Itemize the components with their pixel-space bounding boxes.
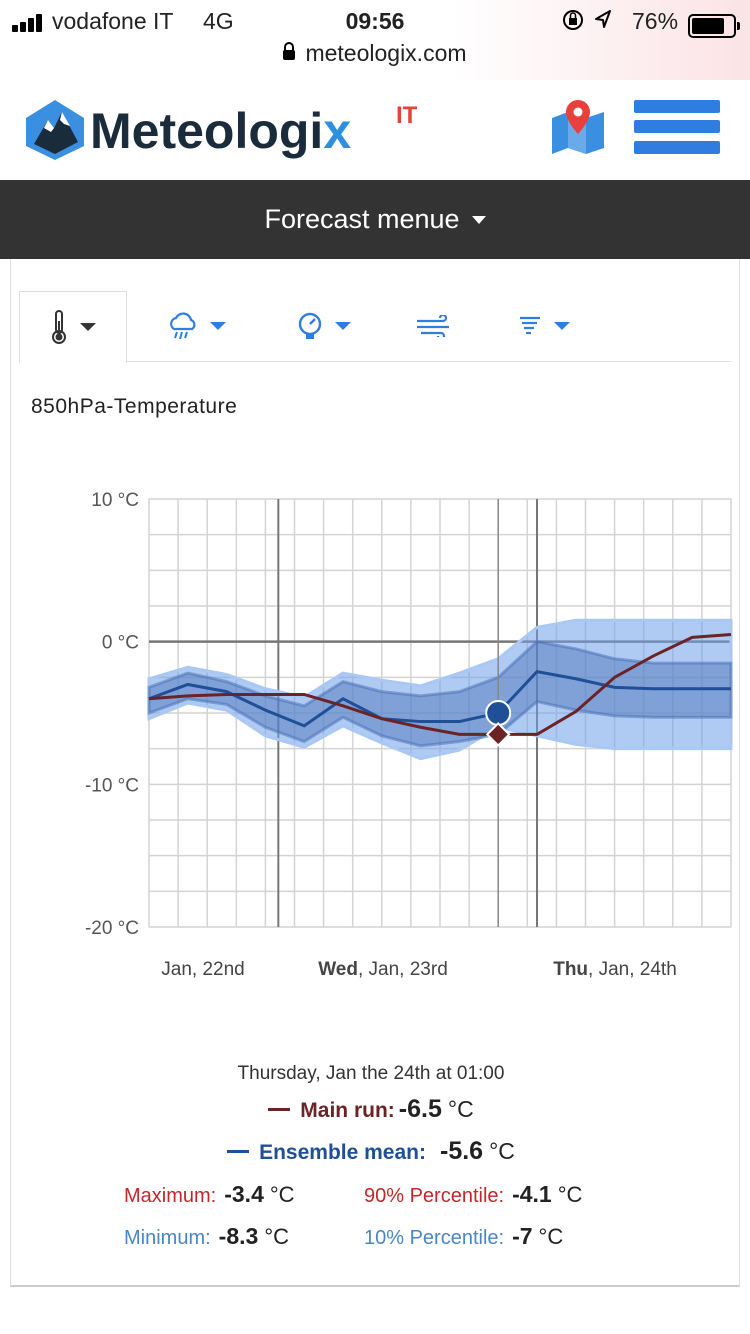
chevron-down-icon (335, 322, 351, 330)
forecast-panel: 850hPa-Temperature 10 °C 0 °C -10 °C -20 °C… (10, 259, 740, 1287)
minimum-label: Minimum: (124, 1227, 211, 1249)
chevron-down-icon (471, 216, 486, 224)
y-tick-label: -20 °C (85, 918, 139, 939)
p10-value: -7 (512, 1223, 533, 1249)
tab-wind[interactable] (409, 291, 459, 361)
x-tick-label: Wed, Jan, 23rd (318, 959, 448, 980)
p90-readout: 90% Percentile: -4.1 °C (364, 1181, 582, 1208)
battery-icon (688, 14, 740, 38)
logo-country-code: IT (396, 102, 418, 129)
x-tick-date: , Jan, 23rd (358, 959, 448, 980)
y-tick-label: 10 °C (91, 490, 139, 511)
ensemble-label: Ensemble mean: (259, 1141, 426, 1164)
unit: °C (489, 1138, 515, 1164)
tornado-icon (520, 316, 540, 335)
unit: °C (447, 1096, 474, 1122)
site-header: Meteologix IT (0, 80, 750, 180)
series-line-ensemble-mean (148, 670, 731, 728)
logo-x: x (323, 103, 352, 159)
forecast-menu-label: Forecast menue (264, 204, 460, 234)
rain-cloud-icon (170, 312, 196, 340)
p10-readout: 10% Percentile: -7 °C (364, 1223, 563, 1250)
chevron-down-icon (554, 322, 570, 330)
p10-label: 10% Percentile: (364, 1227, 505, 1249)
url-text: meteologix.com (305, 40, 467, 66)
clock: 09:56 (345, 8, 405, 34)
forecast-menu-button[interactable]: Forecast menue (0, 180, 750, 259)
ensemble-marker (485, 700, 512, 726)
p90-label: 90% Percentile: (364, 1185, 505, 1207)
network-type: 4G (203, 8, 234, 34)
signal-strength-icon (12, 14, 48, 32)
ensemble-legend-swatch (227, 1149, 250, 1153)
address-bar[interactable]: meteologix.com (0, 40, 750, 67)
logo-mountain-icon[interactable] (24, 98, 86, 162)
min-max-band (147, 618, 733, 761)
maximum-readout: Maximum: -3.4 °C (124, 1181, 295, 1208)
map-pin-icon[interactable] (548, 98, 608, 154)
main-run-value: -6.5 (398, 1095, 442, 1123)
minimum-readout: Minimum: -8.3 °C (124, 1223, 289, 1250)
tab-pressure[interactable] (289, 291, 359, 361)
tab-temperature[interactable] (19, 291, 127, 363)
unit: °C (264, 1224, 289, 1249)
tab-storm[interactable] (509, 291, 579, 361)
x-tick-day: Thu (553, 959, 588, 980)
series-line-main-run (148, 633, 732, 736)
chart-title: 850hPa-Temperature (31, 395, 238, 418)
unit: °C (557, 1182, 583, 1207)
parameter-tabs (19, 291, 731, 363)
readout-time: Thursday, Jan the 24th at 01:00 (237, 1063, 505, 1084)
main-run-legend-swatch (268, 1107, 291, 1111)
thermometer-icon (52, 310, 66, 344)
x-tick-day: Wed (318, 959, 358, 980)
unit: °C (269, 1182, 295, 1207)
unit: °C (538, 1224, 564, 1249)
main-run-marker (485, 721, 511, 747)
minimum-value: -8.3 (218, 1223, 259, 1249)
main-run-label: Main run: (300, 1099, 395, 1122)
wind-icon (417, 315, 449, 337)
main-run-readout: Main run: -6.5 °C (11, 1095, 731, 1124)
logo-text[interactable]: Meteologix (90, 102, 351, 160)
logo-word: Meteologi (90, 103, 324, 159)
ensemble-mean-readout: Ensemble mean: -5.6 °C (11, 1137, 731, 1166)
chevron-down-icon (80, 323, 96, 331)
x-tick-date: , Jan, 24th (588, 959, 677, 980)
y-tick-label: -10 °C (85, 775, 139, 796)
status-bar: vodafone IT 4G 09:56 76% meteologix.com (0, 0, 750, 80)
carrier-name: vodafone IT (52, 8, 174, 34)
x-tick-label: Jan, 22nd (161, 959, 244, 980)
maximum-label: Maximum: (124, 1185, 217, 1207)
maximum-value: -3.4 (224, 1181, 264, 1207)
tab-precipitation[interactable] (161, 291, 231, 361)
lock-icon (283, 42, 296, 60)
hamburger-menu-icon[interactable] (634, 98, 722, 158)
x-tick-date: Jan, 22nd (161, 959, 244, 980)
x-tick-label: Thu, Jan, 24th (553, 959, 677, 980)
chevron-down-icon (210, 322, 226, 330)
ensemble-value: -5.6 (440, 1137, 484, 1165)
percentile-band (147, 640, 733, 748)
y-tick-label: 0 °C (102, 633, 139, 654)
battery-percent: 76% (632, 8, 679, 34)
location-arrow-icon (562, 8, 624, 38)
pressure-gauge-icon (298, 312, 322, 339)
p90-value: -4.1 (512, 1181, 552, 1207)
